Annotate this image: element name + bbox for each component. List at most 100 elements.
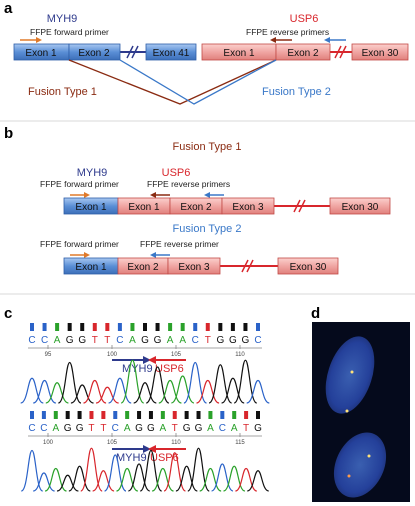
trace-peak: [33, 472, 55, 492]
fusion1-break-mark-b: [293, 199, 306, 213]
fusion-type2-title-b: Fusion Type 2: [173, 223, 242, 235]
panel-label-d: d: [311, 305, 320, 322]
forward-primer-label-a: FFPE forward primer: [30, 27, 109, 37]
base-tick: [105, 323, 110, 331]
base-tick: [80, 323, 85, 331]
base-call: A: [179, 335, 186, 346]
exon-box-myh9-e41-a: [145, 43, 197, 61]
trace-peak: [133, 382, 157, 404]
base-tick: [256, 411, 260, 419]
base-tick: [180, 323, 185, 331]
base-tick: [92, 323, 97, 331]
base-call: T: [104, 335, 110, 346]
exon-label-f1-myh9-e1: Exon 1: [75, 202, 107, 213]
trace-peak: [120, 359, 145, 404]
fish-signal-3: [367, 454, 371, 458]
nucleus-2: [333, 432, 387, 498]
exon-box-f1-usp6-e3: [221, 197, 275, 215]
base-call: G: [195, 423, 203, 434]
base-tick: [172, 411, 177, 419]
forward-primer-label-b1: FFPE forward primer: [40, 179, 119, 189]
reverse-primer-arrow-2-a: [324, 37, 346, 43]
exon-label-f2-usp6-e3: Exon 3: [178, 262, 210, 273]
base-call: T: [88, 423, 94, 434]
fish-signal-1: [350, 370, 354, 374]
trace-peak: [45, 382, 69, 404]
fusion-type1-connector: [68, 59, 277, 105]
trace-peak: [183, 361, 208, 404]
base-tick: [30, 411, 34, 419]
junction-label-myh9-2: MYH9: [116, 452, 147, 464]
position-label: 105: [171, 352, 182, 358]
exon-label-f1-usp6-e3: Exon 3: [232, 202, 264, 213]
trace-peak: [56, 474, 79, 492]
junction-arrows-2: [112, 445, 186, 453]
base-call: A: [124, 423, 131, 434]
base-call: G: [216, 335, 224, 346]
base-tick: [168, 323, 173, 331]
trace-peak: [208, 364, 232, 404]
base-call: C: [112, 423, 119, 434]
fusion-type1-label-a: Fusion Type 1: [28, 86, 97, 98]
junction-label-usp6-1: USP6: [155, 363, 184, 375]
myh9-break-mark-a: [126, 45, 139, 59]
exon-label-usp6-e1-a: Exon 1: [223, 48, 255, 59]
base-call: G: [154, 335, 162, 346]
base-tick: [67, 323, 72, 331]
exon-label-usp6-e2-a: Exon 2: [287, 48, 319, 59]
gene-label-myh9-b: MYH9: [77, 167, 108, 179]
exon-box-usp6-e30-a: [351, 43, 409, 61]
trace-peak: [57, 361, 82, 404]
trace-peak: [20, 377, 44, 404]
exon-label-f2-usp6-e2: Exon 2: [127, 262, 159, 273]
trace-peak: [221, 377, 245, 404]
position-label: 110: [235, 352, 245, 358]
junction-arrows-1: [112, 356, 186, 364]
exon-label-f1-usp6-e1: Exon 1: [128, 202, 160, 213]
base-call: G: [183, 423, 191, 434]
panel-label-c: c: [4, 305, 12, 322]
base-tick: [155, 323, 160, 331]
base-call: C: [192, 335, 199, 346]
exon-label-f1-usp6-e30: Exon 30: [342, 202, 379, 213]
base-call: G: [76, 423, 84, 434]
chromatogram-1-positions: 95 100 105 110: [45, 345, 245, 358]
gene-label-usp6-b: USP6: [162, 167, 191, 179]
base-tick: [130, 323, 135, 331]
base-call: C: [28, 335, 35, 346]
trace-peak: [92, 470, 115, 492]
base-call: A: [231, 423, 238, 434]
trace-peak: [247, 470, 269, 492]
exon-box-f2-usp6-e30: [277, 257, 339, 275]
base-tick: [143, 323, 147, 331]
base-tick: [42, 323, 47, 331]
base-tick: [77, 411, 82, 419]
trace-peak: [33, 379, 57, 404]
base-tick: [208, 411, 213, 419]
reverse-primer-label-b2: FFPE reverse primer: [140, 239, 219, 249]
gene-label-myh9-a: MYH9: [47, 13, 78, 25]
chromatogram-2-ticks: [30, 411, 260, 419]
base-call: C: [28, 423, 35, 434]
base-call: G: [66, 335, 74, 346]
chromatogram-2-positions: 100 105 110 115: [43, 433, 245, 446]
base-tick: [65, 411, 70, 419]
base-tick: [101, 411, 106, 419]
base-call: C: [254, 335, 261, 346]
fusion-type2-connector: [119, 59, 277, 105]
base-call: A: [207, 423, 214, 434]
base-call: T: [92, 335, 98, 346]
reverse-primer-arrow-b2: [150, 252, 170, 258]
position-label: 110: [171, 440, 181, 446]
base-call: A: [167, 335, 174, 346]
trace-peak: [108, 377, 132, 404]
base-tick: [53, 411, 58, 419]
base-tick: [148, 411, 153, 419]
trace-peak: [128, 463, 151, 492]
base-tick: [89, 411, 94, 419]
base-call: G: [229, 335, 237, 346]
trace-peak: [199, 467, 222, 492]
